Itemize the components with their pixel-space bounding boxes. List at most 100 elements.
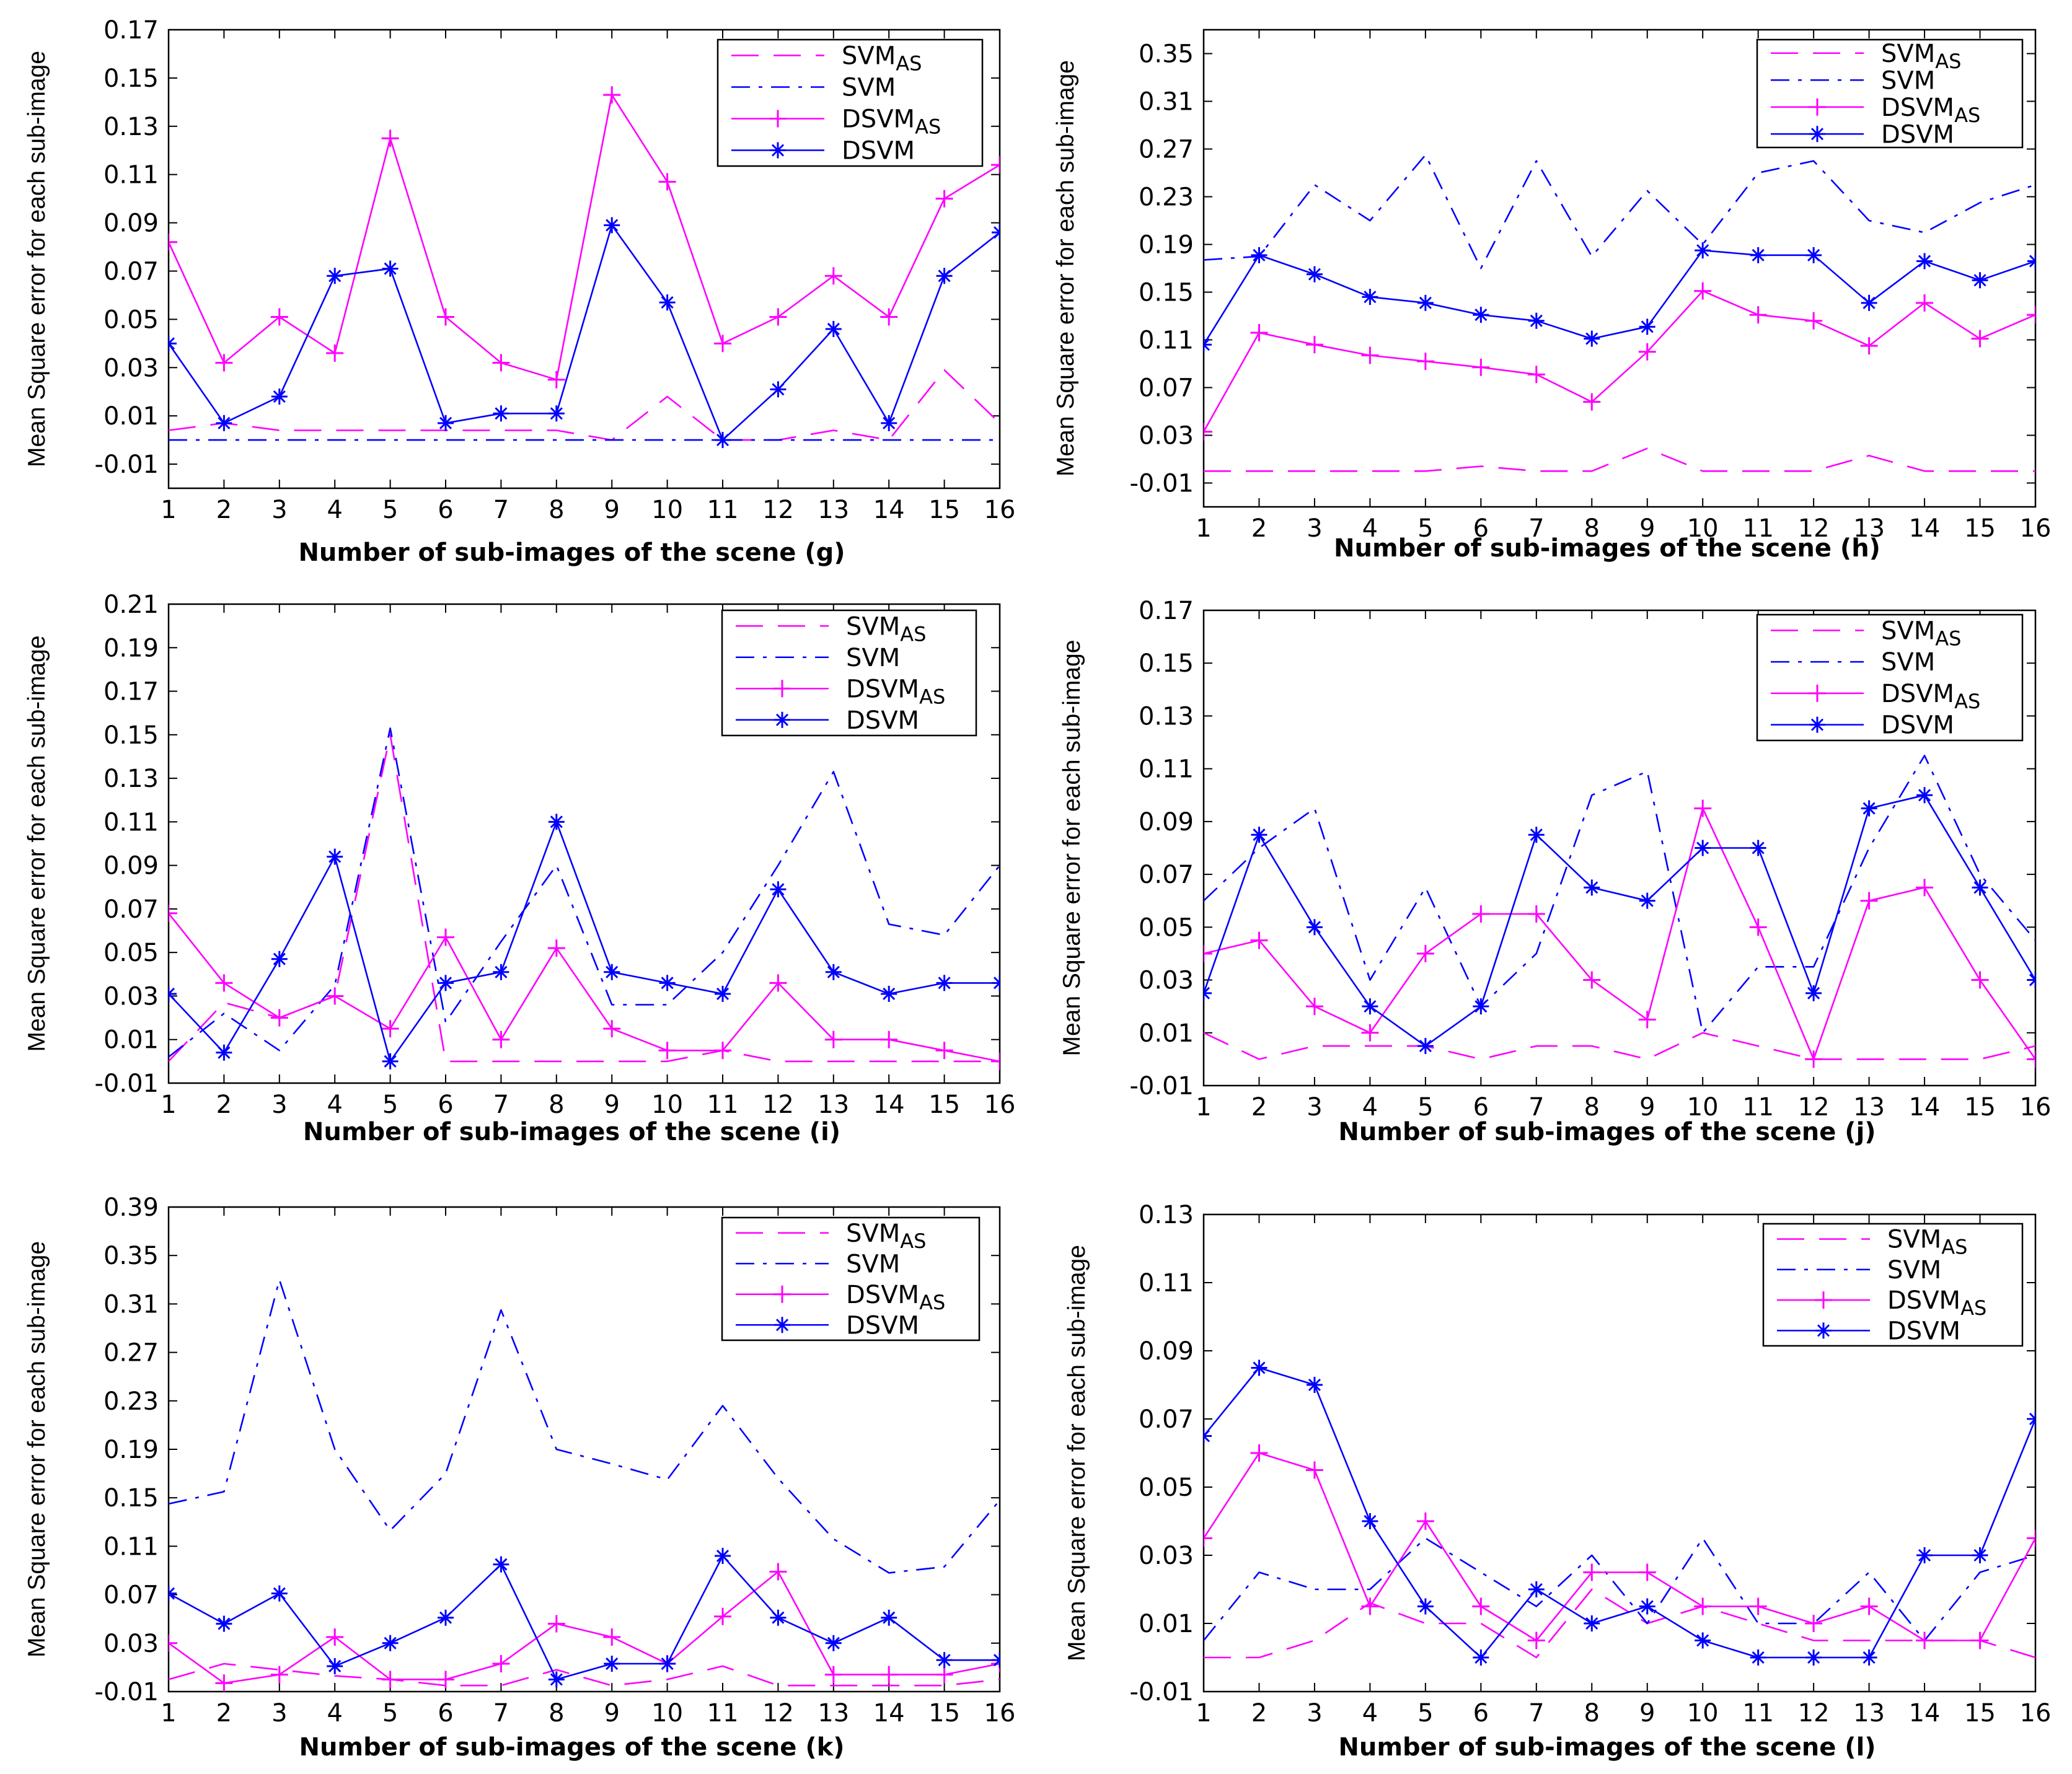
y-tick-label: 0.11 [1139, 755, 1194, 784]
y-tick-label: 0.05 [1139, 913, 1194, 942]
x-tick-label: 15 [928, 496, 960, 524]
series-line [1204, 1452, 2035, 1641]
x-tick-label: 1 [1196, 1093, 1211, 1122]
series-DSVM [169, 814, 1000, 1069]
x-tick-label: 16 [984, 1699, 1016, 1728]
y-axis-label: Mean Square error for each sub-image [24, 51, 50, 467]
data-point [769, 308, 787, 326]
legend-marker [770, 142, 786, 159]
data-point [1916, 879, 1934, 897]
data-point [548, 405, 565, 422]
y-tick-label: -0.01 [95, 1069, 159, 1098]
x-tick-label: 6 [438, 496, 453, 524]
y-tick-label: 0.13 [104, 765, 159, 793]
data-point [1472, 358, 1490, 376]
data-point [1695, 840, 1711, 856]
legend-marker [774, 1285, 791, 1303]
y-tick-label: 0.07 [1139, 1405, 1194, 1434]
legend-label: SVM [846, 644, 900, 672]
legend-label-name: DSVM [842, 105, 915, 134]
series-DSVM [169, 1548, 1000, 1688]
data-point [437, 928, 454, 946]
data-point [1251, 1359, 1267, 1376]
data-point [1638, 1011, 1656, 1029]
x-tick-label: 7 [1528, 1093, 1544, 1122]
legend-label-name: SVM [1881, 648, 1935, 677]
series-line [169, 1662, 1000, 1687]
y-axis-label: Mean Square error for each sub-image [1059, 639, 1085, 1056]
legend-label-subscript: AS [1960, 1296, 1986, 1320]
data-point [659, 1656, 676, 1672]
data-point [1860, 892, 1878, 910]
legend-label-subscript: AS [1954, 690, 1980, 713]
data-point [1860, 1597, 1878, 1615]
x-axis-label: Number of sub-images of the scene (l) [1338, 1733, 1876, 1762]
x-axis-label: Number of sub-images of the scene (i) [303, 1118, 840, 1146]
data-point [1583, 393, 1601, 411]
data-point [1695, 1632, 1711, 1649]
data-point [1416, 1513, 1434, 1530]
series-SVM_AS [1204, 447, 2035, 472]
chart-panel-g: 1 2 3 4 5 6 7 8 9 10 11 12 13 14 15 16-0.010.010.030.05… [24, 16, 1015, 567]
series-DSVM [1204, 242, 2035, 353]
x-tick-label: 5 [1417, 514, 1433, 543]
y-tick-label: 0.23 [1139, 183, 1194, 212]
legend-label-name: SVM [1887, 1226, 1941, 1254]
y-tick-label: 0.07 [104, 1581, 159, 1610]
x-tick-label: 13 [1853, 1699, 1885, 1728]
x-tick-label: 7 [493, 1699, 509, 1728]
data-point [1916, 1631, 1934, 1649]
x-tick-label: 8 [1584, 1093, 1600, 1122]
legend-label: SVM [1881, 66, 1935, 95]
x-tick-label: 4 [327, 1699, 342, 1728]
legend-label-name: DSVM [1881, 94, 1954, 122]
data-point [880, 308, 898, 326]
legend-marker [1809, 716, 1825, 733]
data-point [493, 964, 509, 980]
data-point [1639, 1598, 1655, 1615]
data-point [1416, 944, 1434, 962]
data-point [1749, 1597, 1767, 1615]
y-axis-label: Mean Square error for each sub-image [1064, 1245, 1090, 1661]
data-point [1638, 343, 1656, 361]
x-tick-label: 9 [604, 496, 619, 524]
legend-label-name: DSVM [846, 706, 919, 735]
data-point [1473, 1649, 1489, 1666]
data-point [936, 975, 953, 991]
legend-label: DSVMAS [1881, 94, 1980, 127]
data-point [548, 814, 565, 830]
x-tick-label: 7 [1528, 514, 1544, 543]
x-tick-label: 13 [818, 1091, 849, 1119]
axes-frame [167, 603, 1001, 1084]
legend-label-subscript: AS [1935, 50, 1961, 73]
legend-marker [769, 110, 787, 128]
x-tick-label: 4 [327, 1091, 342, 1119]
data-point [169, 1634, 177, 1652]
data-point [1306, 919, 1323, 936]
data-point [1362, 1513, 1378, 1529]
data-point [715, 985, 731, 1002]
legend-label-name: DSVM [846, 1311, 919, 1340]
y-tick-label: 0.39 [104, 1193, 159, 1222]
data-point [271, 951, 288, 967]
data-point [1416, 353, 1434, 371]
data-point [1694, 282, 1712, 300]
data-point [1361, 1597, 1379, 1615]
chart-panel-i: 1 2 3 4 5 6 7 8 9 10 11 12 13 14 15 16-0.010.010.030.05… [24, 591, 1015, 1146]
data-point [547, 1615, 565, 1633]
x-tick-label: 16 [984, 1091, 1016, 1119]
y-tick-label: 0.11 [104, 161, 159, 190]
y-tick-label: -0.01 [95, 1678, 159, 1706]
x-tick-label: 2 [216, 496, 232, 524]
x-axis-label: Number of sub-images of the scene (h) [1334, 534, 1880, 563]
plot-area [169, 1279, 1000, 1692]
series-DSVM_AS [1204, 282, 2035, 441]
x-tick-label: 1 [161, 1091, 176, 1119]
data-point [1583, 971, 1601, 989]
x-tick-label: 7 [493, 496, 509, 524]
x-tick-label: 14 [1909, 1093, 1941, 1122]
data-point [604, 217, 620, 234]
x-axis-label: Number of sub-images of the scene (j) [1338, 1118, 1876, 1146]
